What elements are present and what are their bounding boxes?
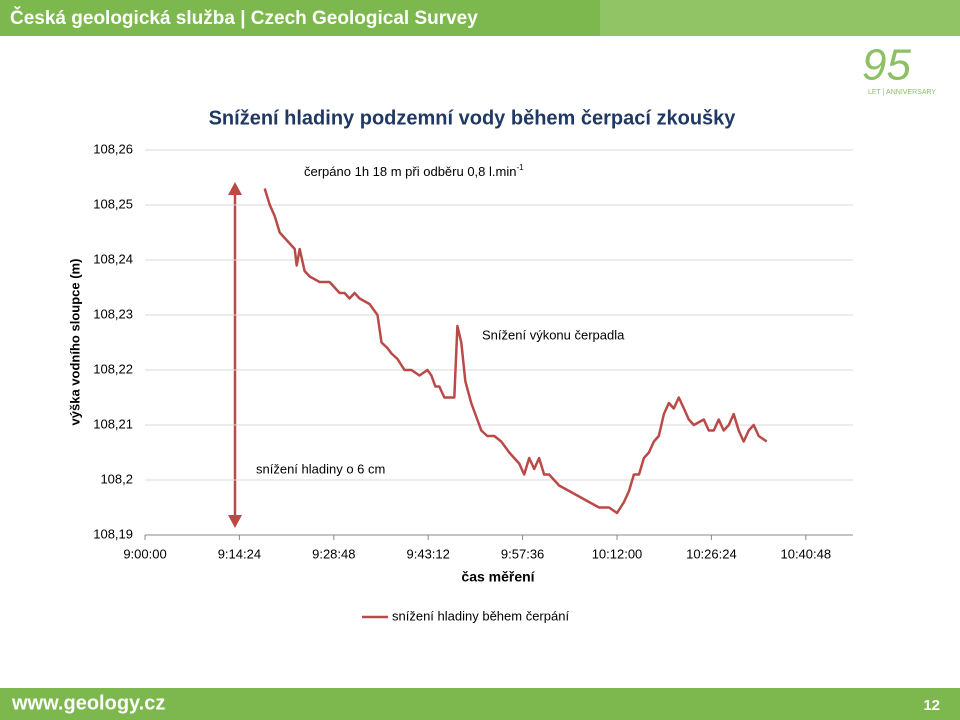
x-tick-label: 9:28:48 [312,546,355,561]
annotation: Snížení výkonu čerpadla [482,327,625,342]
y-tick-label: 108,23 [93,306,133,321]
x-tick-label: 9:14:24 [218,546,261,561]
annotation-text: čerpáno 1h 18 m při odběru 0,8 l.min [304,164,516,179]
header-pattern [600,0,960,36]
footer-bar [0,688,960,720]
y-tick-label: 108,25 [93,196,133,211]
logo-number: 95 [862,41,911,90]
y-tick-label: 108,24 [93,251,133,266]
data-line [263,188,768,515]
plot: 108,19 108,2 108,21 108,22 108,23 108,24 108,2… [93,141,853,623]
y-tick-label: 108,22 [93,361,133,376]
logo-text: LET | ANNIVERSARY [868,89,936,96]
y-tick-label: 108,26 [93,141,133,156]
legend-label: snížení hladiny během čerpání [392,608,569,623]
annotation: čerpáno 1h 18 m při odběru 0,8 l.min-1 [304,163,524,179]
x-tick-label: 9:43:12 [407,546,450,561]
x-tick-label: 10:12:00 [592,546,643,561]
arrow-head [228,515,242,528]
x-tick-label: 10:40:48 [780,546,831,561]
page-number: 12 [923,697,940,714]
annotation-sup: -1 [516,163,524,172]
arrow-head [228,182,242,195]
y-tick-label: 108,2 [100,471,133,486]
x-tick-label: 9:00:00 [123,546,166,561]
double-arrow [228,182,242,528]
x-tick-label: 10:26:24 [686,546,737,561]
y-tick-label: 108,19 [93,526,133,541]
x-tick-label: 9:57:36 [501,546,544,561]
footer-url: www.geology.cz [11,692,165,714]
y-tick-label: 108,21 [93,416,133,431]
annotation: snížení hladiny o 6 cm [256,461,385,476]
x-axis-label: čas měření [461,569,535,585]
y-axis-label: výška vodního sloupce (m) [67,259,82,426]
header-title: Česká geologická služba | Czech Geologic… [10,7,478,29]
chart-title: Snížení hladiny podzemní vody během čerp… [209,107,737,129]
